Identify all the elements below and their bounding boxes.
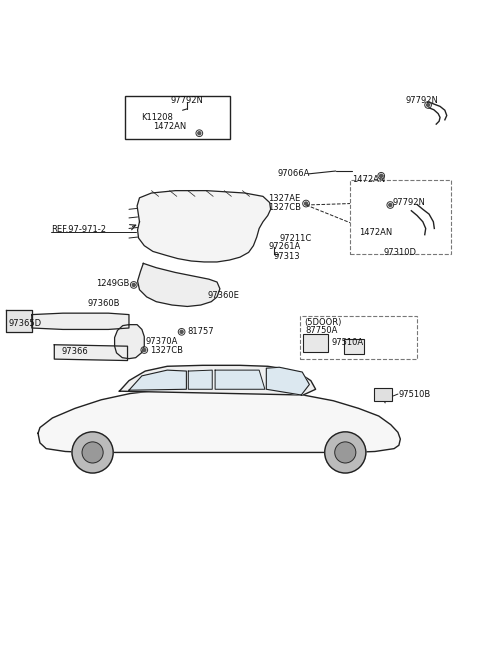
Bar xyxy=(350,180,451,254)
Text: 97360E: 97360E xyxy=(207,291,240,300)
Circle shape xyxy=(427,104,430,106)
Circle shape xyxy=(380,174,383,177)
Text: 97366: 97366 xyxy=(62,348,89,356)
Polygon shape xyxy=(115,325,144,359)
Bar xyxy=(344,338,364,354)
Text: 97510B: 97510B xyxy=(399,390,431,399)
Polygon shape xyxy=(120,365,316,395)
Text: 97792N: 97792N xyxy=(405,96,438,105)
Text: 81757: 81757 xyxy=(187,327,214,337)
Text: 97360B: 97360B xyxy=(88,299,120,308)
Bar xyxy=(125,96,230,139)
Text: 97261A: 97261A xyxy=(269,242,301,251)
Polygon shape xyxy=(137,191,271,262)
Text: (5DOOR): (5DOOR) xyxy=(304,318,341,327)
Text: 1472AN: 1472AN xyxy=(352,175,386,184)
Text: 97792N: 97792N xyxy=(170,96,204,105)
Text: 97211C: 97211C xyxy=(279,234,312,243)
Circle shape xyxy=(132,283,135,287)
Polygon shape xyxy=(215,370,265,389)
Text: K11208: K11208 xyxy=(141,113,173,122)
Text: 97310D: 97310D xyxy=(384,248,417,257)
Circle shape xyxy=(82,442,103,463)
Text: 97370A: 97370A xyxy=(145,337,178,346)
Text: 1327CB: 1327CB xyxy=(268,203,301,212)
Circle shape xyxy=(324,432,366,473)
Text: 1327AE: 1327AE xyxy=(268,194,300,203)
Text: 97510A: 97510A xyxy=(332,338,364,347)
Circle shape xyxy=(198,132,201,134)
Polygon shape xyxy=(188,370,212,389)
Text: 97066A: 97066A xyxy=(277,169,310,178)
Text: 97792N: 97792N xyxy=(392,198,425,207)
Circle shape xyxy=(180,331,183,333)
Circle shape xyxy=(389,203,392,207)
Circle shape xyxy=(335,442,356,463)
Text: 1249GB: 1249GB xyxy=(96,279,130,289)
Polygon shape xyxy=(32,313,129,329)
Polygon shape xyxy=(129,370,186,390)
Bar xyxy=(300,316,417,359)
Text: 1327CB: 1327CB xyxy=(150,346,183,354)
Bar xyxy=(374,388,392,401)
Bar xyxy=(303,334,328,352)
Polygon shape xyxy=(6,310,32,332)
Polygon shape xyxy=(54,345,128,361)
Circle shape xyxy=(143,348,146,352)
Text: 87750A: 87750A xyxy=(305,327,337,335)
Text: 97313: 97313 xyxy=(274,252,300,260)
Text: 97365D: 97365D xyxy=(8,319,41,328)
Polygon shape xyxy=(38,387,400,453)
Text: REF.97-971-2: REF.97-971-2 xyxy=(51,225,106,234)
Text: 1472AN: 1472AN xyxy=(359,228,392,237)
Polygon shape xyxy=(138,264,220,306)
Circle shape xyxy=(72,432,113,473)
Polygon shape xyxy=(266,367,310,395)
Text: 1472AN: 1472AN xyxy=(153,122,186,131)
Circle shape xyxy=(304,202,308,205)
